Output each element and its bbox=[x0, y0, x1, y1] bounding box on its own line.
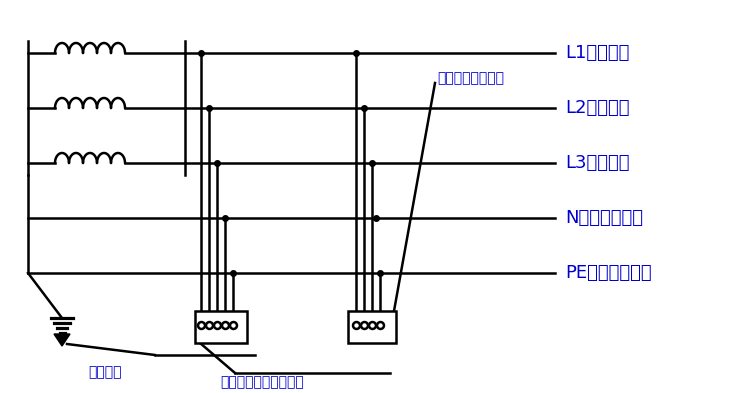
Text: L1（相线）: L1（相线） bbox=[565, 44, 629, 62]
Text: 保护零线重复接地: 保护零线重复接地 bbox=[437, 71, 504, 85]
Text: N（工作零线）: N（工作零线） bbox=[565, 209, 643, 227]
Text: L2（相线）: L2（相线） bbox=[565, 99, 629, 117]
Text: PE（保护零线）: PE（保护零线） bbox=[565, 264, 651, 282]
Text: 工作接地: 工作接地 bbox=[88, 365, 122, 379]
Polygon shape bbox=[54, 334, 70, 346]
Bar bbox=[348, 311, 396, 343]
Text: L3（相线）: L3（相线） bbox=[565, 154, 629, 172]
Bar bbox=[195, 311, 247, 343]
Text: 电气设备外露导电部分: 电气设备外露导电部分 bbox=[220, 375, 303, 389]
